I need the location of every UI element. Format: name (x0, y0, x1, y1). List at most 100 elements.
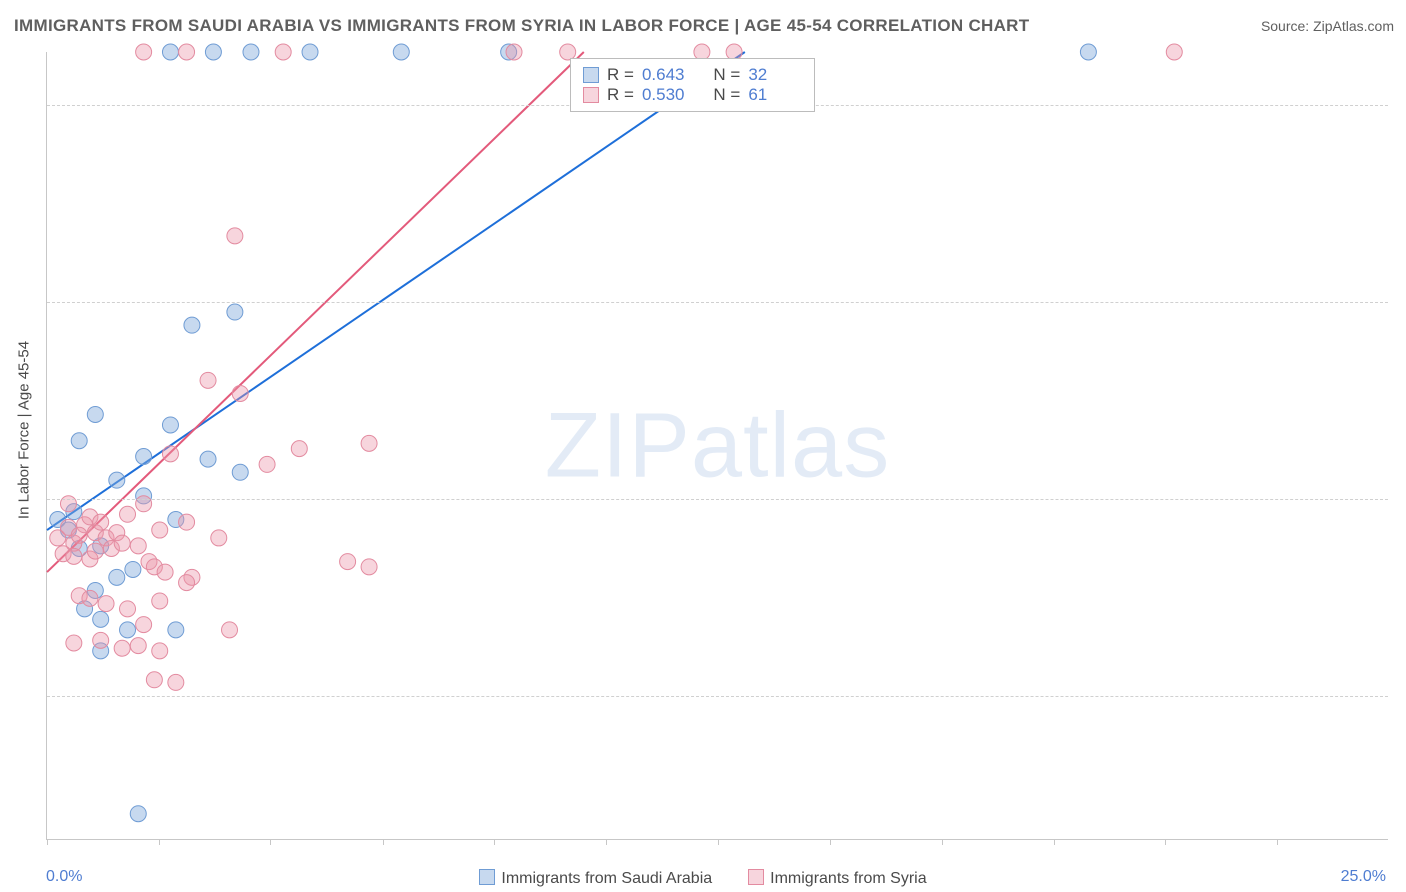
r-value: 0.530 (642, 85, 696, 105)
point-syria (259, 456, 275, 472)
n-value: 32 (748, 65, 802, 85)
point-saudi (162, 44, 178, 60)
point-saudi (109, 472, 125, 488)
point-syria (361, 435, 377, 451)
x-tick (1165, 839, 1166, 845)
point-syria (136, 617, 152, 633)
point-saudi (393, 44, 409, 60)
point-saudi (232, 464, 248, 480)
point-saudi (302, 44, 318, 60)
r-label: R = (607, 85, 634, 105)
gridline (47, 696, 1388, 697)
point-syria (179, 44, 195, 60)
point-saudi (109, 569, 125, 585)
plot-area: ZIPatlas 77.5%85.0%92.5%100.0% (46, 52, 1388, 840)
series-swatch (583, 67, 599, 83)
point-syria (120, 506, 136, 522)
point-syria (66, 635, 82, 651)
point-syria (275, 44, 291, 60)
point-syria (71, 527, 87, 543)
point-syria (222, 622, 238, 638)
legend-swatch (479, 869, 495, 885)
point-syria (114, 535, 130, 551)
legend-item: Immigrants from Saudi Arabia (479, 869, 712, 888)
point-syria (157, 564, 173, 580)
y-tick-label: 92.5% (1398, 313, 1406, 331)
point-syria (179, 514, 195, 530)
y-axis-label: In Labor Force | Age 45-54 (16, 341, 33, 519)
x-tick (383, 839, 384, 845)
point-saudi (205, 44, 221, 60)
point-syria (200, 372, 216, 388)
point-syria (82, 590, 98, 606)
correlation-row: R = 0.530 N = 61 (583, 85, 802, 105)
point-saudi (120, 622, 136, 638)
point-syria (130, 538, 146, 554)
x-tick (47, 839, 48, 845)
n-label: N = (704, 65, 740, 85)
x-tick (830, 839, 831, 845)
n-value: 61 (748, 85, 802, 105)
y-tick-label: 77.5% (1398, 707, 1406, 725)
point-syria (98, 596, 114, 612)
legend-swatch (748, 869, 764, 885)
x-tick (942, 839, 943, 845)
gridline (47, 302, 1388, 303)
point-saudi (130, 806, 146, 822)
point-syria (120, 601, 136, 617)
point-syria (1166, 44, 1182, 60)
point-saudi (227, 304, 243, 320)
point-syria (211, 530, 227, 546)
x-axis-end-label: 25.0% (1341, 868, 1386, 886)
legend-bottom: Immigrants from Saudi Arabia Immigrants f… (0, 869, 1406, 888)
point-syria (114, 640, 130, 656)
point-syria (506, 44, 522, 60)
point-syria (291, 441, 307, 457)
x-tick (494, 839, 495, 845)
x-tick (270, 839, 271, 845)
point-syria (152, 593, 168, 609)
r-value: 0.643 (642, 65, 696, 85)
point-syria (93, 632, 109, 648)
point-saudi (184, 317, 200, 333)
point-saudi (71, 433, 87, 449)
point-syria (136, 44, 152, 60)
source-label: Source: ZipAtlas.com (1261, 18, 1394, 34)
point-syria (361, 559, 377, 575)
chart-title: IMMIGRANTS FROM SAUDI ARABIA VS IMMIGRAN… (14, 16, 1029, 36)
correlation-box: R = 0.643 N = 32R = 0.530 N = 61 (570, 58, 815, 112)
x-tick (718, 839, 719, 845)
point-syria (340, 554, 356, 570)
point-syria (130, 638, 146, 654)
x-tick (1277, 839, 1278, 845)
point-saudi (87, 406, 103, 422)
point-syria (232, 385, 248, 401)
scatter-svg (47, 52, 1388, 839)
n-label: N = (704, 85, 740, 105)
legend-label: Immigrants from Syria (770, 870, 926, 887)
point-saudi (168, 622, 184, 638)
point-saudi (200, 451, 216, 467)
point-syria (152, 643, 168, 659)
gridline (47, 499, 1388, 500)
series-swatch (583, 87, 599, 103)
x-tick (1054, 839, 1055, 845)
legend-label: Immigrants from Saudi Arabia (501, 870, 712, 887)
correlation-row: R = 0.643 N = 32 (583, 65, 802, 85)
x-tick (159, 839, 160, 845)
point-syria (146, 672, 162, 688)
point-saudi (93, 611, 109, 627)
point-syria (66, 548, 82, 564)
r-label: R = (607, 65, 634, 85)
point-saudi (243, 44, 259, 60)
point-syria (93, 514, 109, 530)
point-saudi (162, 417, 178, 433)
point-saudi (1080, 44, 1096, 60)
point-syria (227, 228, 243, 244)
trend-line-syria (47, 52, 584, 572)
point-syria (152, 522, 168, 538)
point-saudi (125, 561, 141, 577)
point-syria (179, 575, 195, 591)
y-tick-label: 100.0% (1398, 116, 1406, 134)
x-tick (606, 839, 607, 845)
